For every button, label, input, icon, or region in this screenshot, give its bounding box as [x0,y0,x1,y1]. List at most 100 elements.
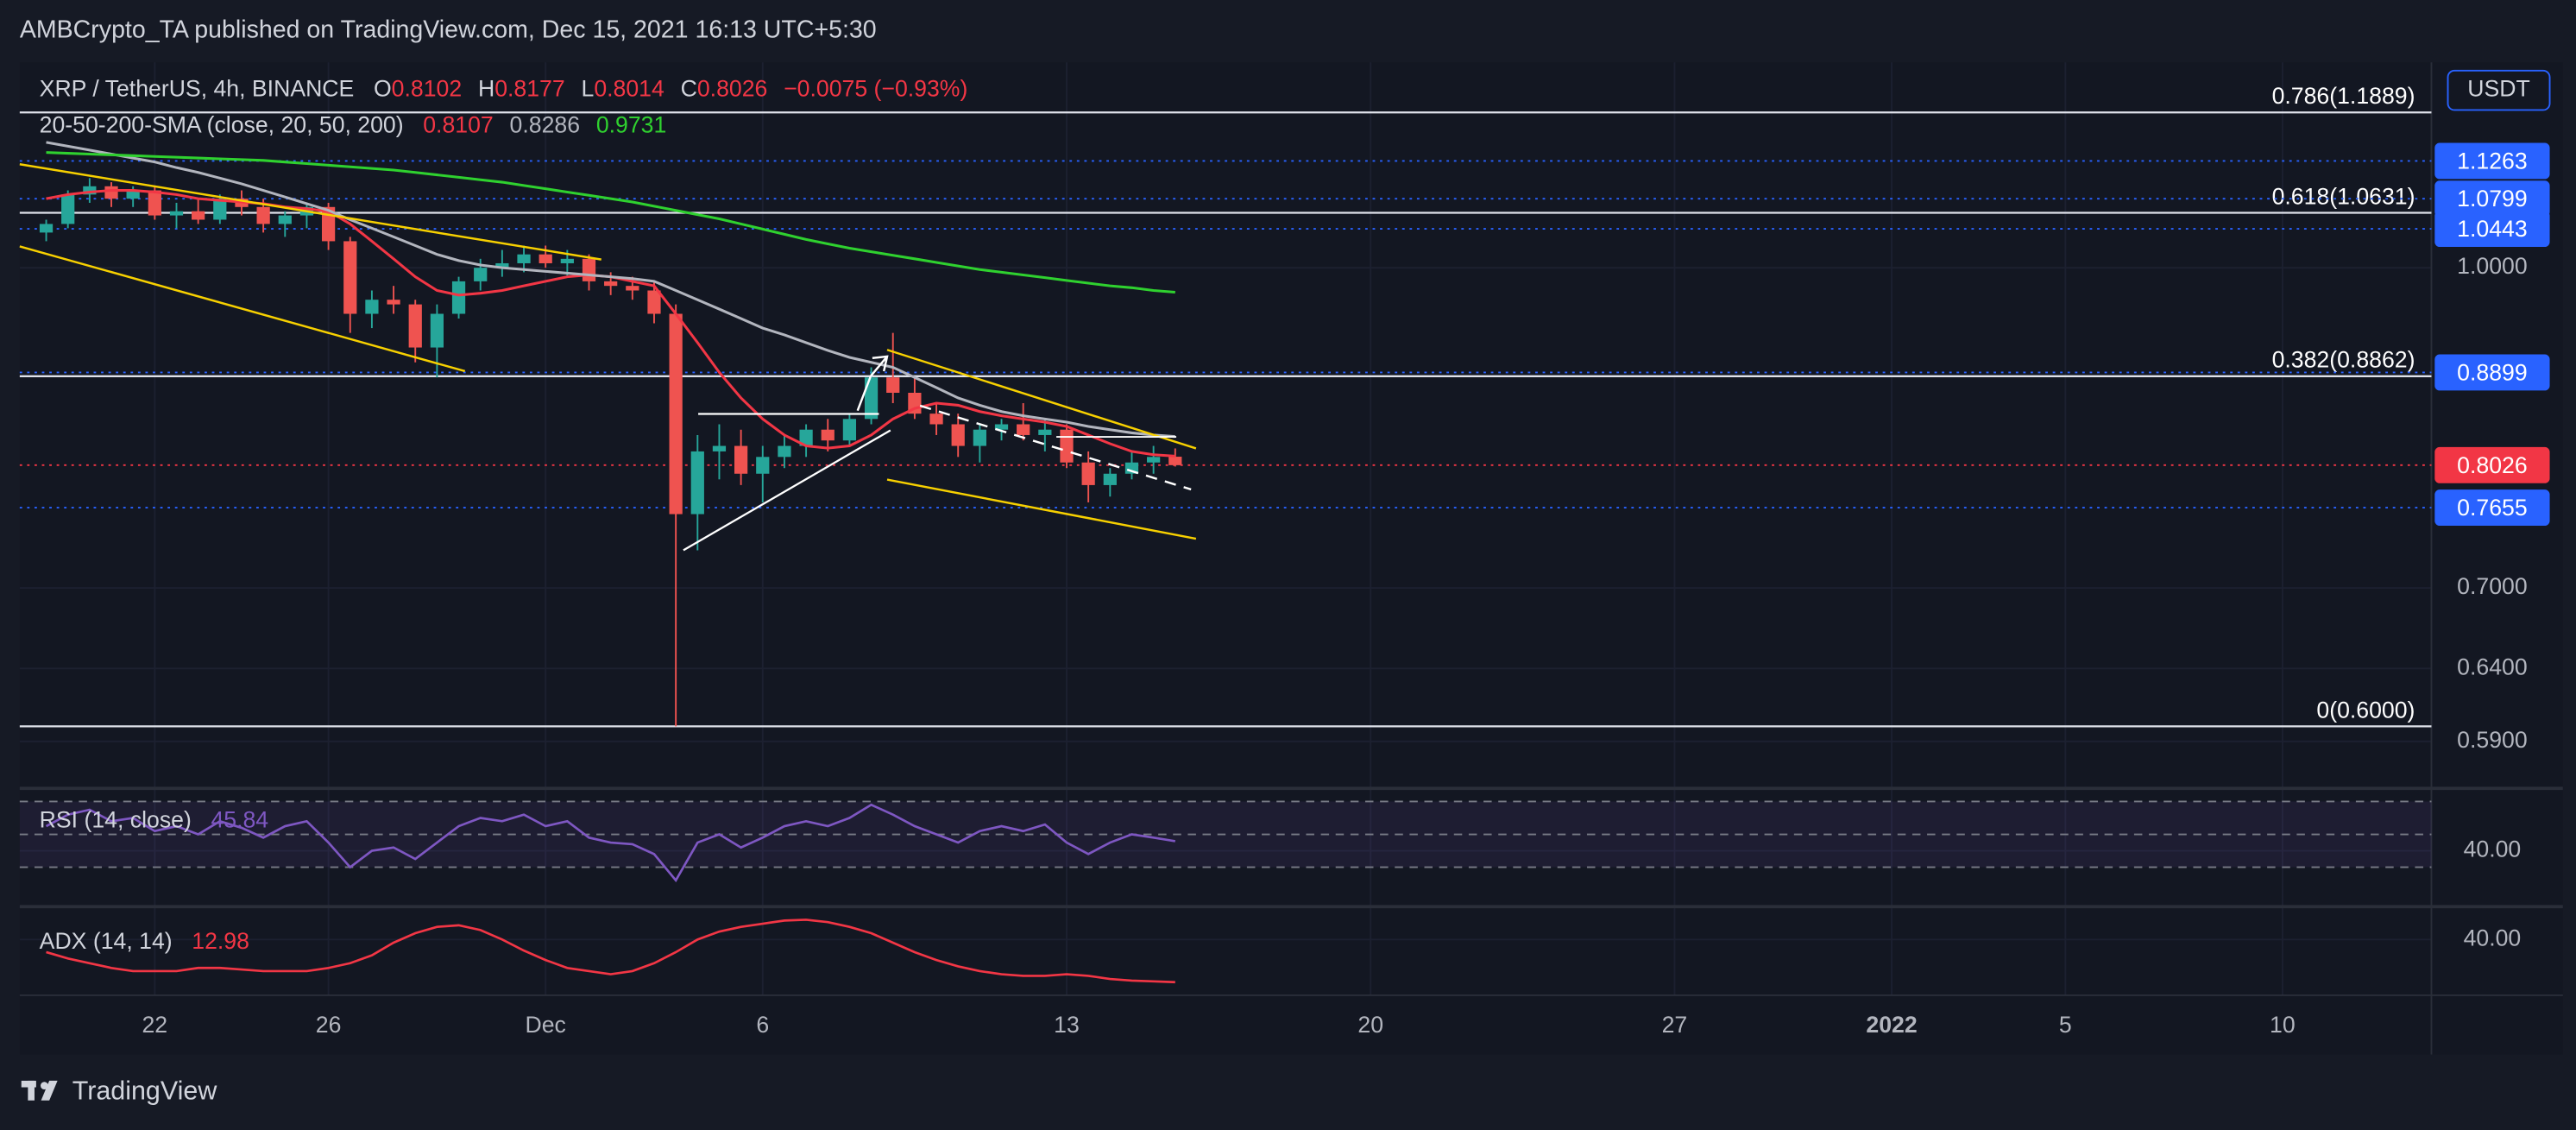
candle-body [604,281,618,287]
ohlc-label: O [374,76,392,102]
fib-label: 0.382(0.8862) [2272,347,2415,373]
currency-button[interactable] [2447,69,2551,111]
logo-shape [41,1082,48,1090]
footer-brand: TradingView [72,1076,218,1105]
arrow [856,356,888,412]
rsi-title: RSI (14, close) [40,806,192,832]
rsi-value: 45.84 [211,806,268,832]
candle-body [192,211,205,220]
candle-body [1103,473,1117,485]
candle-body [387,300,400,305]
candle-body [104,186,118,199]
candle-body [495,262,509,268]
x-tick-label: 10 [2270,1012,2296,1038]
ohlc-value: 0.8014 [594,76,664,102]
grid [19,62,2432,995]
ohlc-value: 0.8102 [392,76,462,102]
ohlc-value: 0.8026 [697,76,767,102]
price-badge-label: 1.1263 [2457,148,2527,174]
price-axis: 22 26 Dec 6 13 20 27 2022 5 10 0.5900 0.6400 0.7000 1… [142,142,2550,1038]
ohlc-label: L [582,76,595,102]
candle-body [647,290,661,314]
x-tick-label: 5 [2059,1012,2072,1038]
sma-legend: 20-50-200-SMA (close, 20, 50, 200) 0.810… [40,112,667,138]
candle-body [430,313,444,348]
price-badge [2434,489,2550,527]
candle-body [1168,457,1182,465]
candle-body [994,424,1009,430]
sma-line [46,141,1175,439]
rsi-legend: RSI (14, close) 45.84 [40,806,269,832]
candle-body [1147,457,1161,463]
candle-body [560,258,574,263]
candle-body [126,190,140,199]
candle-body [821,429,835,441]
x-tick-label: 27 [1662,1012,1688,1038]
candle-body [39,224,54,233]
fib-label: 0.618(1.0631) [2272,183,2415,209]
publish-info: AMBCrypto_TA published on TradingView.co… [20,16,877,44]
candle-body [169,211,184,216]
candle-body [213,199,227,220]
candle-body [712,445,727,451]
sma-value: 0.8286 [510,112,580,138]
currency-label[interactable]: USDT [2467,76,2530,102]
chart-panel [19,62,2563,1055]
price-badge [2434,180,2550,218]
fib-label: 0.786(1.1889) [2272,83,2415,109]
ohlc-label: C [681,76,697,102]
candle-body [669,313,683,514]
candle-body [690,451,704,514]
price-change: −0.0075 (−0.93%) [784,76,967,102]
arrow-head [872,355,889,372]
trendline [886,478,1197,540]
indicator-line [46,919,1175,984]
trendline [886,349,1197,450]
candle-body [973,429,986,446]
candle-body [582,258,596,281]
y-tick-label: 40.00 [2464,925,2522,950]
x-tick-label: 13 [1054,1012,1080,1038]
y-tick-label: 1.0000 [2457,253,2527,279]
candle-body [756,457,770,474]
footer-logo: TradingView [21,1076,218,1105]
candle-body [365,300,379,314]
candle-body [451,281,466,314]
adx-title: ADX (14, 14) [40,928,173,954]
price-badge [2434,354,2550,391]
trendline [19,245,466,373]
y-tick-label: 40.00 [2464,836,2522,862]
candle-body [929,413,943,425]
candle-body [799,429,813,446]
candle-body [626,286,639,291]
adx-legend: ADX (14, 14) 12.98 [40,928,249,954]
candle-body [83,186,97,195]
trendline [19,163,601,261]
x-tick-label: 20 [1357,1012,1383,1038]
candle-body [148,190,161,216]
candle-body [61,194,75,224]
candle-body [408,304,422,348]
price-badge [2434,211,2550,248]
price-badge [2434,142,2550,180]
candle-body [539,254,552,263]
ohlc-label: H [478,76,494,102]
candle-body [474,268,488,281]
sma-line [46,151,1175,294]
x-tick-label: 6 [756,1012,769,1038]
trendline [683,429,891,552]
marks: 0.786(1.1889) 0.618(1.0631) 0.382(0.8862) 0… [19,83,2432,984]
sma-value: 0.9731 [596,112,666,138]
candle-body [886,377,900,393]
candle-body [278,215,292,224]
y-tick-label: 0.7000 [2457,573,2527,599]
adx-value: 12.98 [192,928,249,954]
projection-line [919,404,1192,491]
candle-body [1038,429,1052,435]
sma-value: 0.8107 [423,112,493,138]
price-badge-label: 0.8026 [2457,452,2527,478]
price-badge-label: 0.8899 [2457,359,2527,385]
price-badge-label: 1.0799 [2457,186,2527,211]
